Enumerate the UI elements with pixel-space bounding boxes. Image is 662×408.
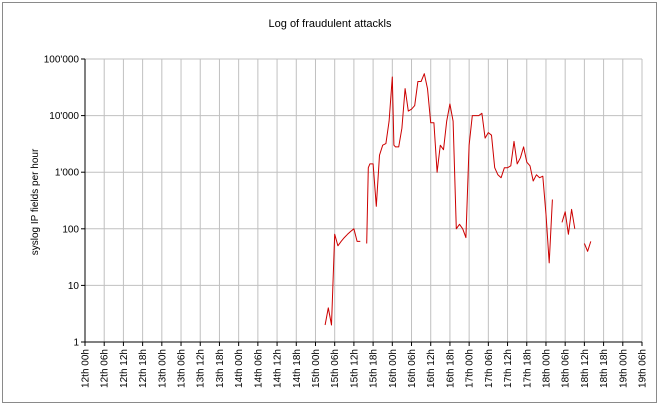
x-tick-label: 17th 12h [503, 349, 514, 388]
x-tick-label: 14th 18h [292, 349, 303, 388]
y-axis-label: syslog IP fields per hour [30, 148, 41, 255]
series-line-segment [366, 73, 553, 264]
x-tick-label: 13th 00h [157, 349, 168, 388]
axis-layer [81, 58, 643, 346]
chart-canvas: Log of fraudulent attackls syslog IP fie… [30, 18, 649, 388]
x-tick-label: 17th 00h [465, 349, 476, 388]
x-tick-label: 14th 00h [234, 349, 245, 388]
series-line-segment [583, 241, 592, 252]
x-tick-labels: 12th 00h 12th 06h 12th 12h 12th 18h 13th 00h… [81, 349, 649, 388]
x-tick-label: 12th 12h [119, 349, 130, 388]
x-tick-label: 15th 18h [369, 349, 380, 388]
x-tick-label: 13th 06h [177, 349, 188, 388]
x-tick-label: 15th 12h [349, 349, 360, 388]
x-tick-label: 16th 12h [426, 349, 437, 388]
chart-frame: Log of fraudulent attackls syslog IP fie… [2, 2, 657, 403]
y-tick-label: 1 [73, 338, 79, 349]
x-tick-label: 12th 06h [100, 349, 111, 388]
y-tick-label: 100'000 [44, 55, 80, 66]
x-tick-label: 18th 18h [599, 349, 610, 388]
x-tick-label: 14th 12h [273, 349, 284, 388]
x-tick-label: 17th 06h [484, 349, 495, 388]
grid-layer [84, 58, 643, 343]
x-tick-label: 13th 18h [215, 349, 226, 388]
x-tick-label: 15th 06h [330, 349, 341, 388]
series-line-segment [324, 228, 361, 326]
series-line-segment [561, 208, 576, 235]
x-tick-label: 17th 18h [522, 349, 533, 388]
series-layer [324, 73, 592, 326]
x-tick-label: 16th 00h [388, 349, 399, 388]
x-tick-label: 18th 00h [541, 349, 552, 388]
x-tick-label: 18th 12h [580, 349, 591, 388]
x-tick-label: 12th 18h [138, 349, 149, 388]
x-tick-label: 16th 06h [407, 349, 418, 388]
y-tick-label: 100 [62, 224, 79, 235]
y-tick-labels: 1 10 100 1'000 10'000 100'000 [44, 55, 80, 349]
x-tick-label: 13th 12h [196, 349, 207, 388]
x-tick-label: 16th 18h [445, 349, 456, 388]
x-tick-label: 12th 00h [81, 349, 92, 388]
y-tick-label: 10 [68, 281, 80, 292]
x-tick-label: 14th 06h [253, 349, 264, 388]
chart-title: Log of fraudulent attackls [269, 18, 392, 30]
x-tick-label: 19th 06h [638, 349, 649, 388]
y-tick-label: 10'000 [49, 111, 79, 122]
x-tick-label: 19th 00h [618, 349, 629, 388]
y-tick-label: 1'000 [55, 168, 80, 179]
x-tick-label: 15th 00h [311, 349, 322, 388]
x-tick-label: 18th 06h [561, 349, 572, 388]
